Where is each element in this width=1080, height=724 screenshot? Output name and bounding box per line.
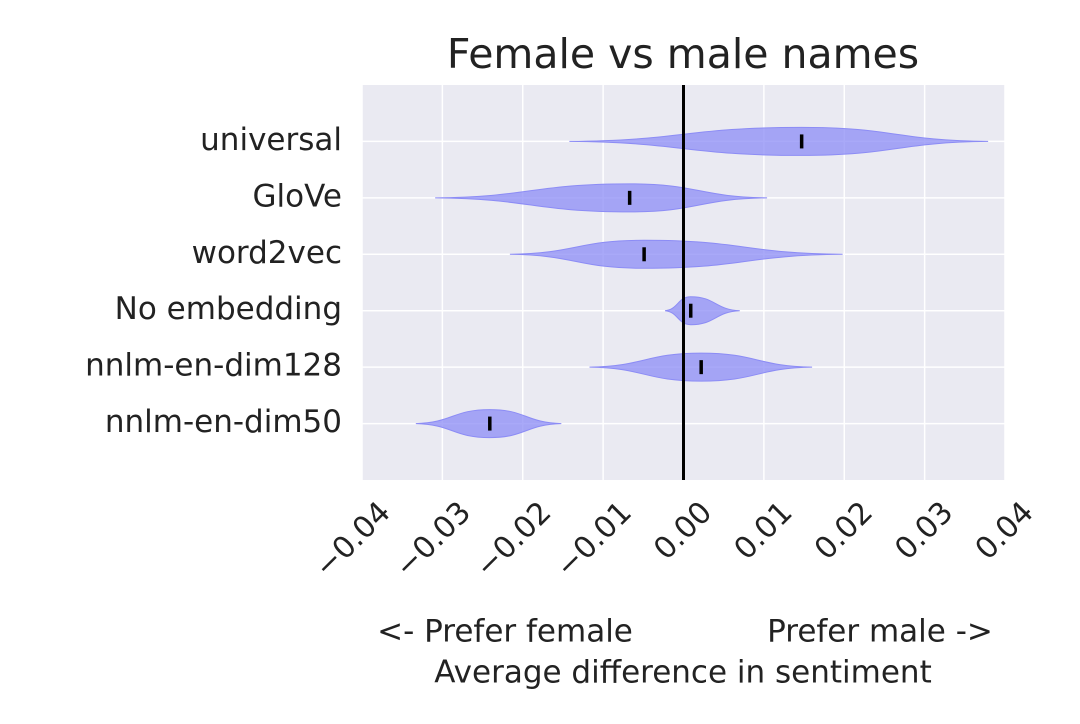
x-tick-label: 0.02 xyxy=(808,495,880,567)
chart-title: Female vs male names xyxy=(447,30,919,78)
x-tick-label: −0.03 xyxy=(388,495,478,585)
x-tick-label: −0.04 xyxy=(308,495,398,585)
x-label-left: <- Prefer female xyxy=(377,614,633,650)
violin xyxy=(509,239,843,269)
violin xyxy=(569,126,989,156)
y-tick-label: No embedding xyxy=(115,291,342,327)
x-tick-label: −0.01 xyxy=(549,495,639,585)
x-tick-label: 0.03 xyxy=(888,495,960,567)
x-tick-label: 0.04 xyxy=(969,495,1041,567)
x-tick-label: −0.02 xyxy=(469,495,559,585)
y-tick-label: nnlm-en-dim128 xyxy=(85,348,342,384)
marks xyxy=(415,85,989,480)
x-tick-label: 0.01 xyxy=(728,495,800,567)
y-tick-label: universal xyxy=(200,122,342,158)
y-tick-label: nnlm-en-dim50 xyxy=(105,404,342,440)
y-tick-label: word2vec xyxy=(192,235,342,271)
y-tick-label: GloVe xyxy=(253,178,342,214)
x-label-right: Prefer male -> xyxy=(767,614,993,650)
x-label: Average difference in sentiment xyxy=(434,655,931,691)
x-tick-label: 0.00 xyxy=(647,495,719,567)
